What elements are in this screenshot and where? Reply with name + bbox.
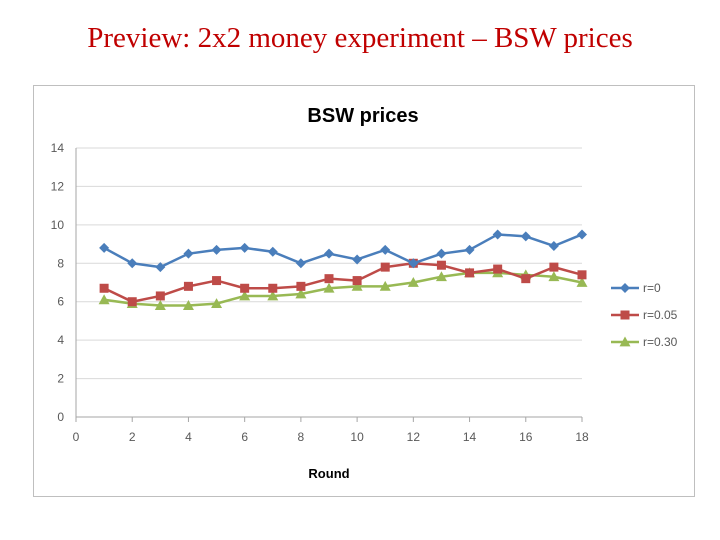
- legend-marker: [620, 310, 630, 320]
- data-point: [99, 242, 110, 253]
- data-point: [98, 294, 110, 305]
- x-tick-label: 0: [73, 430, 80, 444]
- x-tick-label: 2: [129, 430, 136, 444]
- series-r-0-05: [99, 258, 587, 307]
- data-point: [155, 262, 166, 273]
- y-tick-label: 10: [51, 218, 65, 232]
- data-point: [407, 277, 419, 287]
- x-axis-label: Round: [308, 466, 349, 481]
- legend-entry: r=0.30: [611, 335, 678, 349]
- legend-label: r=0.30: [643, 335, 678, 349]
- x-tick-label: 10: [350, 430, 364, 444]
- data-point: [268, 283, 278, 293]
- series-line: [103, 271, 583, 307]
- y-tick-label: 4: [57, 333, 64, 347]
- data-point: [379, 280, 391, 291]
- x-tick-label: 18: [575, 430, 589, 444]
- axis-layer: 0 2 4 6 8 10 12 14 0 2 4 6 8 10 12 14 16 18: [51, 141, 589, 444]
- chart-svg: 0 2 4 6 8 10 12 14 0 2 4 6 8 10 12 14 16 18 r=0 r=0.05 r=0.…: [51, 105, 678, 481]
- data-point: [465, 268, 475, 278]
- data-point: [577, 229, 587, 240]
- data-point: [295, 258, 306, 269]
- data-point: [549, 262, 559, 272]
- data-point: [436, 260, 446, 270]
- data-point: [183, 281, 193, 291]
- data-point: [436, 248, 447, 259]
- data-point: [127, 297, 137, 307]
- data-point: [99, 283, 109, 293]
- data-point: [324, 274, 334, 284]
- legend-entry: r=0.05: [611, 308, 678, 322]
- series-line: [103, 262, 583, 303]
- data-point: [351, 280, 363, 291]
- data-point: [323, 282, 335, 293]
- data-point: [127, 258, 138, 269]
- data-point: [548, 271, 560, 282]
- x-tick-label: 16: [519, 430, 533, 444]
- legend-marker: [619, 336, 631, 347]
- data-point: [296, 281, 306, 291]
- legend-label: r=0.05: [643, 308, 678, 322]
- data-point: [521, 274, 531, 284]
- data-point: [240, 283, 250, 293]
- y-tick-label: 14: [51, 141, 65, 155]
- data-point: [155, 291, 165, 301]
- legend-label: r=0: [643, 281, 661, 295]
- data-point: [211, 298, 223, 309]
- data-point: [520, 231, 531, 242]
- data-point: [239, 242, 250, 253]
- data-point: [182, 300, 194, 310]
- data-point: [408, 258, 419, 269]
- data-point: [211, 244, 222, 255]
- y-tick-label: 8: [57, 256, 64, 270]
- y-tick-label: 2: [57, 372, 64, 386]
- legend-entry: r=0: [611, 281, 661, 295]
- data-point: [183, 248, 194, 259]
- data-point: [380, 262, 390, 272]
- data-point: [154, 300, 166, 310]
- chart-frame: 0 2 4 6 8 10 12 14 0 2 4 6 8 10 12 14 16 18 r=0 r=0.05 r=0.…: [33, 85, 695, 497]
- x-tick-label: 8: [298, 430, 305, 444]
- data-point: [576, 277, 588, 287]
- legend-layer: r=0 r=0.05 r=0.30: [611, 281, 678, 349]
- data-point: [352, 276, 362, 286]
- series-line: [103, 233, 583, 269]
- slide-title: Preview: 2x2 money experiment – BSW pric…: [87, 22, 633, 54]
- x-tick-label: 12: [407, 430, 421, 444]
- x-tick-label: 14: [463, 430, 477, 444]
- data-point: [493, 264, 503, 274]
- series-layer: [98, 229, 588, 310]
- data-point: [212, 276, 222, 286]
- data-point: [380, 244, 391, 255]
- data-point: [577, 270, 587, 280]
- x-tick-label: 4: [185, 430, 192, 444]
- y-tick-label: 6: [57, 295, 64, 309]
- data-point: [548, 240, 559, 251]
- series-r-0: [99, 229, 587, 273]
- data-point: [267, 246, 278, 257]
- legend-marker: [620, 283, 630, 293]
- chart-title: BSW prices: [307, 105, 418, 127]
- data-point: [324, 248, 334, 259]
- data-point: [492, 229, 503, 240]
- data-point: [295, 288, 307, 299]
- y-tick-label: 0: [57, 410, 64, 424]
- data-point: [435, 271, 447, 282]
- data-point: [352, 254, 363, 265]
- data-point: [464, 244, 475, 255]
- data-point: [239, 290, 251, 301]
- data-point: [267, 290, 279, 301]
- x-tick-label: 6: [241, 430, 248, 444]
- y-tick-label: 12: [51, 179, 65, 193]
